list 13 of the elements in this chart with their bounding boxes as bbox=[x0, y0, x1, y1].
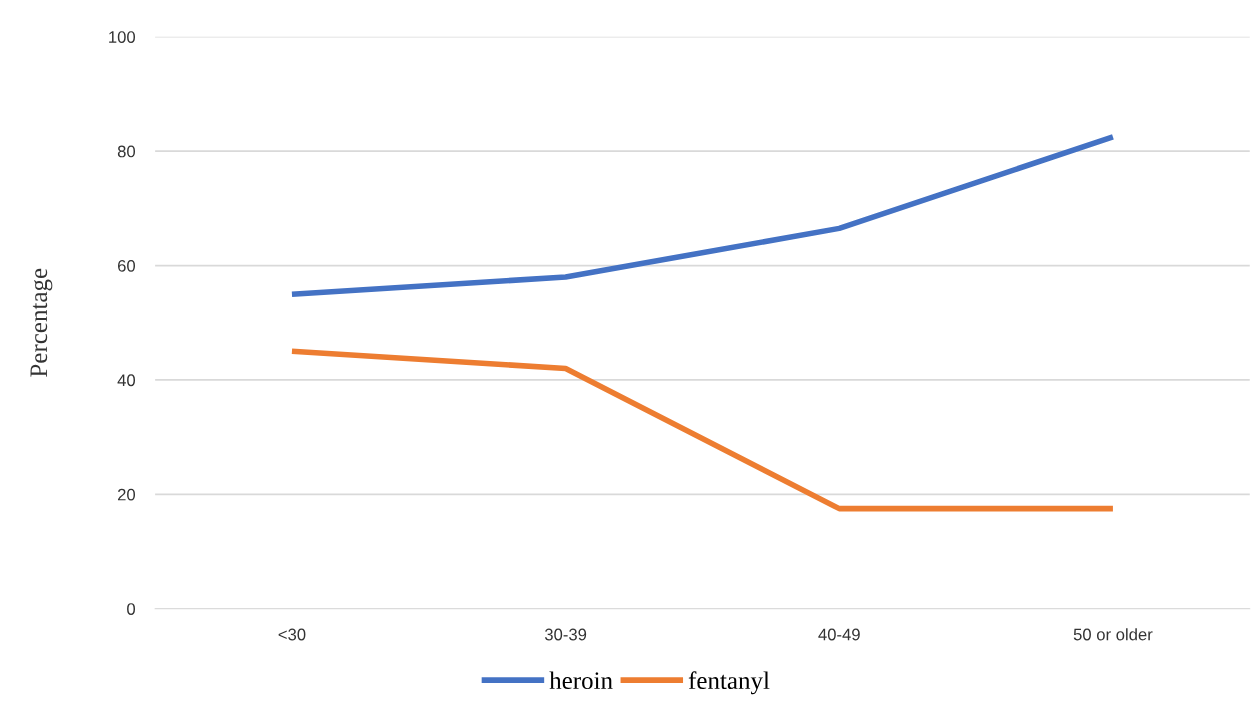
legend-label: heroin bbox=[549, 671, 613, 690]
x-tick-label: <30 bbox=[278, 628, 306, 641]
y-tick-label: 80 bbox=[117, 145, 136, 158]
y-tick-label: 60 bbox=[117, 259, 136, 272]
y-tick-label: 40 bbox=[117, 374, 136, 387]
y-tick-label: 100 bbox=[109, 31, 136, 43]
y-tick-label: 0 bbox=[127, 603, 136, 615]
legend-label: fentanyl bbox=[688, 671, 770, 695]
y-tick-label: 20 bbox=[117, 488, 136, 501]
x-tick-label: 30-39 bbox=[544, 628, 587, 641]
y-axis-title: Percentage bbox=[30, 268, 53, 377]
x-tick-label: 50 or older bbox=[1073, 628, 1153, 641]
x-tick-label: 40-49 bbox=[818, 628, 860, 641]
